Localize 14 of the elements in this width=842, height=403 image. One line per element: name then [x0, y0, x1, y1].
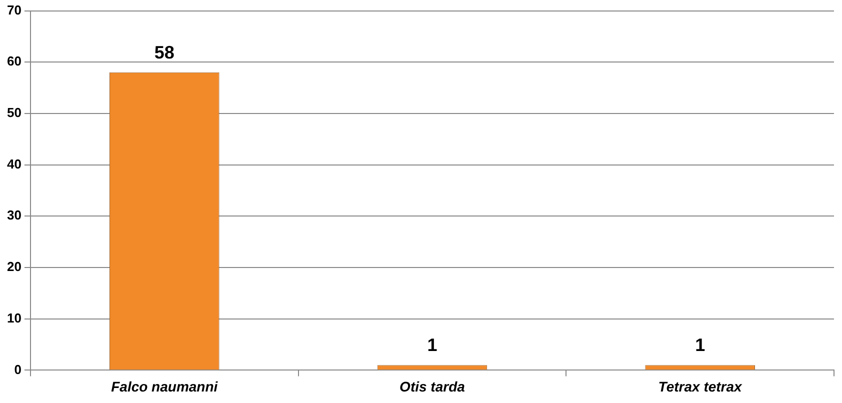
y-tick-label: 0 — [14, 362, 22, 377]
x-tick-label: Tetrax tetrax — [658, 378, 744, 394]
y-tick-label: 60 — [6, 54, 22, 69]
y-tick-label: 50 — [6, 105, 22, 120]
y-tick-label: 30 — [6, 208, 22, 223]
y-tick-label: 40 — [6, 156, 22, 172]
y-tick-label: 70 — [6, 2, 22, 18]
x-tick-label: Otis tarda — [400, 378, 466, 394]
data-label: 1 — [695, 335, 706, 356]
data-label: 58 — [154, 42, 174, 62]
x-tick-label: Falco naumanni — [111, 378, 219, 394]
y-tick-label: 10 — [6, 310, 22, 326]
data-label: 1 — [427, 335, 438, 356]
y-tick-label: 20 — [6, 259, 22, 274]
